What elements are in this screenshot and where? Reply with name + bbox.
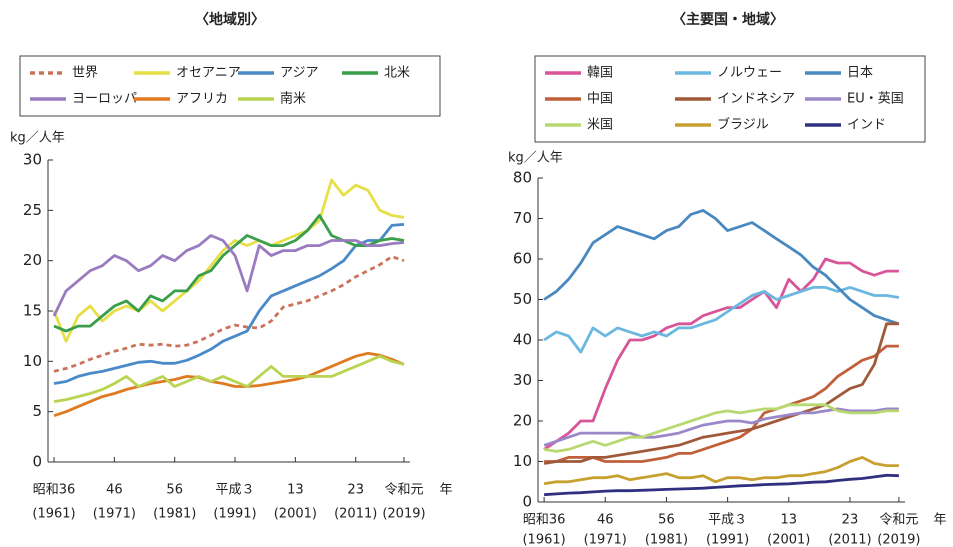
x-tick-label: 令和元 <box>879 513 918 528</box>
series-line <box>53 354 405 403</box>
legend-label: オセアニア <box>176 66 241 81</box>
y-tick-label: 10 <box>23 352 42 370</box>
x-tick-label: 46 <box>106 483 123 498</box>
legend-box <box>19 55 441 117</box>
x-tick-label: 平成３ <box>708 513 747 528</box>
x-tick-year: (1961) <box>522 533 565 547</box>
x-tick-label: 昭和36 <box>33 483 76 498</box>
y-tick-label: 15 <box>23 302 42 320</box>
series-line <box>544 473 899 497</box>
x-tick-year: (1971) <box>93 507 136 522</box>
y-tick-label: 30 <box>23 151 42 169</box>
series-line <box>543 403 899 453</box>
legend-label: 日本 <box>847 66 873 81</box>
x-axis-label: 年 <box>439 483 452 498</box>
x-tick-year: (2019) <box>877 533 920 547</box>
legend-label: ヨーロッパ <box>72 92 137 107</box>
chart-title: 〈地域別〉 <box>195 11 265 28</box>
x-tick-label: 23 <box>842 513 859 528</box>
x-tick-year: (1981) <box>153 507 196 522</box>
series-line <box>544 344 899 463</box>
series-line <box>53 223 405 385</box>
x-tick-year: (1961) <box>32 507 75 522</box>
x-tick-label: 昭和36 <box>523 513 566 528</box>
chart-title: 〈主要国・地域〉 <box>672 11 784 28</box>
y-tick-label: 5 <box>32 402 42 420</box>
y-tick-label: 10 <box>513 452 532 470</box>
y-tick-label: 80 <box>513 169 532 187</box>
series-line <box>52 234 405 317</box>
series-line <box>543 257 899 451</box>
series-line <box>53 214 405 333</box>
legend-label: ノルウェー <box>717 66 782 81</box>
legend-label: 中国 <box>587 92 613 107</box>
y-tick-label: 50 <box>513 290 532 308</box>
series-line <box>543 456 899 486</box>
legend-label: 南米 <box>280 91 306 107</box>
x-tick-year: (2011) <box>334 507 377 522</box>
x-tick-label: 平成３ <box>216 483 255 498</box>
x-tick-year: (2001) <box>274 507 317 522</box>
y-tick-label: 25 <box>23 201 42 219</box>
legend-label: 世界 <box>72 66 98 81</box>
y-tick-label: 30 <box>513 371 532 389</box>
y-tick-label: 40 <box>513 331 532 349</box>
legend-label: 北米 <box>384 66 410 81</box>
legend-label: インド <box>847 118 886 133</box>
y-tick-label: 0 <box>32 453 42 471</box>
y-tick-label: 20 <box>513 412 532 430</box>
series-line <box>53 255 405 373</box>
x-tick-year: (2001) <box>767 533 810 547</box>
legend-label: アジア <box>280 66 318 81</box>
x-tick-label: 23 <box>347 483 364 498</box>
x-tick-label: 46 <box>597 513 614 528</box>
legend-label: アフリカ <box>176 92 228 107</box>
legend-label: ブラジル <box>717 117 769 133</box>
x-tick-label: 56 <box>658 513 675 528</box>
y-axis-label: kg／人年 <box>10 131 65 146</box>
legend-label: 韓国 <box>587 66 613 81</box>
x-tick-year: (1991) <box>213 507 256 522</box>
series-line <box>543 407 899 447</box>
series-line <box>543 209 900 326</box>
x-tick-year: (1971) <box>584 533 627 547</box>
legend-label: 米国 <box>587 118 613 133</box>
series-line <box>53 351 405 418</box>
series-line <box>543 322 899 465</box>
x-tick-year: (2019) <box>382 507 425 522</box>
x-tick-label: 令和元 <box>384 483 423 498</box>
x-tick-label: 13 <box>781 513 798 528</box>
legend-label: インドネシア <box>717 92 795 107</box>
x-tick-year: (1981) <box>645 533 688 547</box>
y-axis-label: kg／人年 <box>508 151 563 166</box>
y-tick-label: 70 <box>513 209 532 227</box>
y-tick-label: 60 <box>513 250 532 268</box>
y-tick-label: 20 <box>23 251 42 269</box>
x-axis-label: 年 <box>933 513 946 528</box>
series-line <box>52 178 405 343</box>
legend-box <box>534 55 926 143</box>
x-tick-label: 13 <box>287 483 304 498</box>
y-tick-label: 0 <box>522 493 532 511</box>
x-tick-year: (2011) <box>828 533 871 547</box>
x-tick-label: 56 <box>166 483 183 498</box>
legend-label: EU・英国 <box>847 92 904 107</box>
x-tick-year: (1991) <box>706 533 749 547</box>
